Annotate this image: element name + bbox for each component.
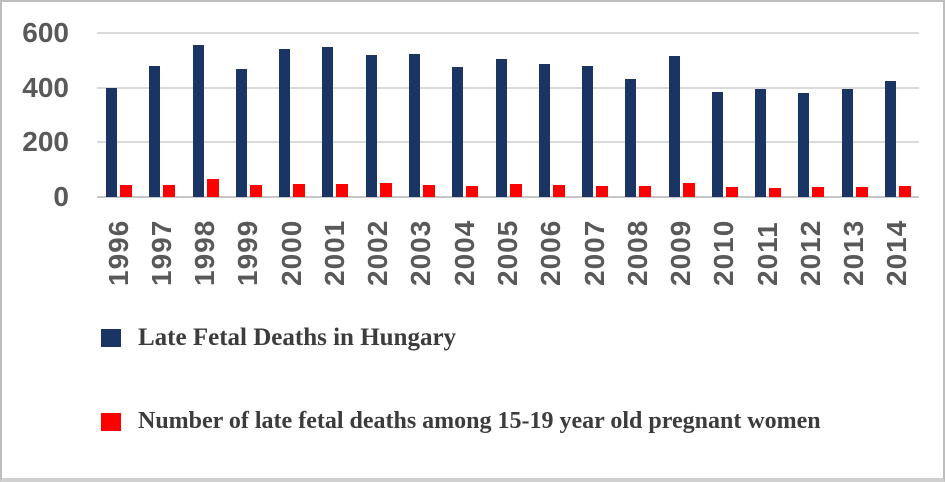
bar-late-fetal-deaths-1999 [235, 68, 247, 197]
gridline-200 [97, 141, 919, 144]
bar-late-fetal-deaths-2006 [538, 64, 550, 197]
bar-teen-fetal-deaths-2004 [466, 186, 479, 197]
bar-late-fetal-deaths-2013 [841, 89, 853, 197]
bar-teen-fetal-deaths-1996 [120, 184, 133, 197]
gridline-400 [97, 86, 919, 89]
bar-teen-fetal-deaths-1998 [206, 179, 219, 197]
legend-swatch-red [101, 412, 121, 431]
bar-late-fetal-deaths-2010 [711, 91, 723, 197]
gridline-600 [97, 32, 919, 34]
x-tick-label-1996: 1996 [102, 219, 134, 286]
bar-teen-fetal-deaths-2002 [379, 182, 392, 197]
bar-late-fetal-deaths-1996 [106, 87, 118, 197]
bar-late-fetal-deaths-2007 [582, 65, 594, 197]
bar-teen-fetal-deaths-2003 [422, 184, 435, 197]
bar-late-fetal-deaths-2004 [452, 67, 464, 197]
bar-teen-fetal-deaths-2001 [336, 184, 349, 197]
x-tick-label-2010: 2010 [708, 219, 740, 286]
bar-teen-fetal-deaths-2012 [812, 186, 825, 197]
legend-item-late-fetal-deaths: Late Fetal Deaths in Hungary [101, 324, 456, 352]
x-tick-label-2006: 2006 [535, 219, 567, 286]
y-tick-label-600: 600 [22, 17, 69, 48]
bar-late-fetal-deaths-2011 [755, 89, 767, 197]
bar-late-fetal-deaths-1998 [192, 45, 204, 197]
legend-item-teen-fetal-deaths: Number of late fetal deaths among 15-19 … [101, 408, 821, 435]
y-tick-label-400: 400 [22, 71, 69, 103]
gridline-0 [97, 196, 919, 198]
bar-teen-fetal-deaths-2011 [769, 187, 782, 197]
x-tick-label-1997: 1997 [145, 219, 177, 286]
bar-late-fetal-deaths-2012 [798, 93, 810, 197]
y-tick-label-0: 0 [53, 181, 69, 212]
legend-label-teen-fetal-deaths: Number of late fetal deaths among 15-19 … [138, 408, 821, 434]
x-tick-label-2008: 2008 [621, 219, 653, 286]
bar-teen-fetal-deaths-2009 [682, 182, 695, 197]
x-tick-label-2009: 2009 [665, 219, 697, 286]
bar-late-fetal-deaths-2002 [365, 54, 377, 197]
x-tick-label-2004: 2004 [448, 219, 480, 286]
x-tick-label-1999: 1999 [232, 219, 264, 286]
bar-teen-fetal-deaths-2010 [725, 187, 738, 197]
x-tick-label-2012: 2012 [794, 219, 826, 286]
bar-teen-fetal-deaths-1997 [163, 184, 176, 197]
x-tick-label-2014: 2014 [881, 219, 913, 286]
bar-late-fetal-deaths-2009 [668, 56, 680, 197]
bar-teen-fetal-deaths-2000 [293, 183, 306, 197]
x-tick-label-2011: 2011 [751, 221, 783, 286]
bar-teen-fetal-deaths-2005 [509, 184, 522, 197]
x-tick-label-2005: 2005 [492, 219, 523, 286]
x-tick-label-2003: 2003 [405, 219, 437, 286]
y-tick-label-200: 200 [22, 126, 69, 158]
bar-late-fetal-deaths-2008 [625, 79, 637, 197]
bar-late-fetal-deaths-2014 [884, 80, 896, 197]
bar-teen-fetal-deaths-2006 [552, 185, 565, 197]
bar-teen-fetal-deaths-1999 [249, 184, 262, 197]
bar-teen-fetal-deaths-2007 [596, 186, 609, 197]
bar-teen-fetal-deaths-2014 [898, 185, 911, 197]
x-tick-label-2000: 2000 [275, 219, 307, 286]
bar-late-fetal-deaths-2003 [408, 53, 420, 197]
bar-late-fetal-deaths-2001 [322, 46, 334, 197]
bar-late-fetal-deaths-2000 [279, 49, 291, 197]
legend-swatch-navy [101, 329, 121, 347]
x-tick-label-1998: 1998 [189, 219, 221, 286]
bar-teen-fetal-deaths-2013 [855, 187, 868, 197]
x-tick-label-2013: 2013 [838, 219, 870, 286]
x-tick-label-2002: 2002 [362, 219, 394, 286]
legend-label-late-fetal-deaths: Late Fetal Deaths in Hungary [138, 324, 457, 351]
x-tick-label-2001: 2001 [318, 219, 350, 286]
bar-late-fetal-deaths-1997 [149, 65, 161, 197]
x-tick-label-2007: 2007 [578, 219, 610, 286]
bar-late-fetal-deaths-2005 [495, 58, 507, 197]
bar-teen-fetal-deaths-2008 [639, 185, 652, 197]
